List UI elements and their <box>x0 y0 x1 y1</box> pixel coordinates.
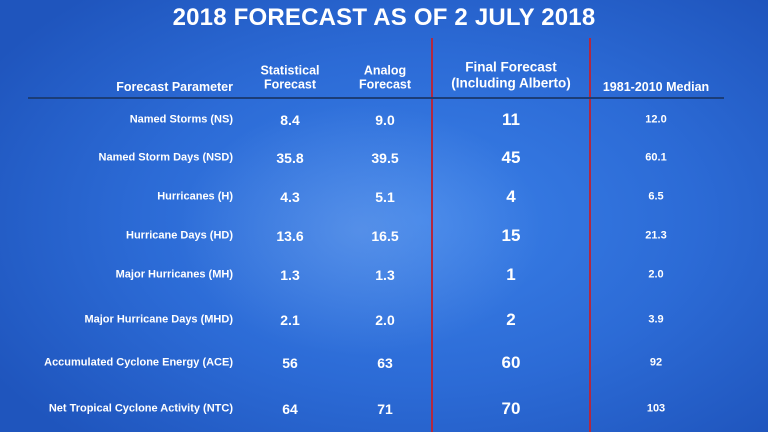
header-median: 1981-2010 Median <box>602 79 710 94</box>
cell-final: 45 <box>501 148 521 168</box>
cell-final: 1 <box>506 265 516 285</box>
slide-title: 2018 FORECAST AS OF 2 JULY 2018 <box>172 4 596 31</box>
cell-parameter: Accumulated Cyclone Energy (ACE) <box>44 356 233 369</box>
cell-statistical: 2.1 <box>280 311 300 328</box>
header-line: Forecast <box>358 78 412 92</box>
final-forecast-right-divider <box>589 38 591 432</box>
cell-statistical: 56 <box>282 354 298 371</box>
cell-analog: 16.5 <box>371 227 399 244</box>
cell-analog: 71 <box>377 400 393 417</box>
cell-median: 103 <box>646 402 666 415</box>
cell-median: 6.5 <box>648 190 664 203</box>
cell-statistical: 35.8 <box>276 149 304 166</box>
cell-analog: 9.0 <box>375 111 395 128</box>
cell-statistical: 8.4 <box>280 111 300 128</box>
cell-median: 21.3 <box>645 229 667 242</box>
cell-parameter: Named Storms (NS) <box>129 113 233 126</box>
final-forecast-left-divider <box>431 38 433 432</box>
header-analog-forecast: Analog Forecast <box>359 64 411 93</box>
header-line: Forecast <box>263 78 317 92</box>
header-rule <box>28 97 724 99</box>
header-line: Statistical <box>260 63 320 78</box>
cell-statistical: 1.3 <box>280 266 300 283</box>
cell-median: 2.0 <box>648 268 664 281</box>
cell-parameter: Hurricane Days (HD) <box>126 229 233 242</box>
header-line: Final Forecast <box>465 59 557 75</box>
header-line: (Including Alberto) <box>451 75 571 90</box>
cell-analog: 5.1 <box>375 188 395 205</box>
cell-median: 92 <box>649 356 663 369</box>
cell-median: 60.1 <box>645 151 667 164</box>
header-line: Analog <box>363 63 407 78</box>
cell-analog: 2.0 <box>375 311 395 328</box>
cell-statistical: 64 <box>282 400 298 417</box>
header-final-forecast: Final Forecast (Including Alberto) <box>451 59 570 90</box>
cell-analog: 39.5 <box>371 149 399 166</box>
cell-analog: 63 <box>377 354 393 371</box>
cell-parameter: Net Tropical Cyclone Activity (NTC) <box>48 402 233 415</box>
cell-statistical: 13.6 <box>276 227 304 244</box>
cell-final: 60 <box>501 353 521 373</box>
cell-final: 2 <box>506 310 516 330</box>
cell-parameter: Named Storm Days (NSD) <box>98 151 233 164</box>
cell-final: 11 <box>502 110 520 130</box>
cell-median: 3.9 <box>648 313 664 326</box>
cell-parameter: Major Hurricanes (MH) <box>115 268 233 281</box>
header-forecast-parameter: Forecast Parameter <box>116 79 233 94</box>
cell-final: 4 <box>506 187 516 207</box>
cell-parameter: Hurricanes (H) <box>157 190 233 203</box>
cell-final: 15 <box>501 226 521 246</box>
cell-final: 70 <box>501 399 521 419</box>
cell-parameter: Major Hurricane Days (MHD) <box>84 313 233 326</box>
header-statistical-forecast: Statistical Forecast <box>260 64 319 93</box>
cell-analog: 1.3 <box>375 266 395 283</box>
cell-median: 12.0 <box>645 113 667 126</box>
cell-statistical: 4.3 <box>280 188 300 205</box>
